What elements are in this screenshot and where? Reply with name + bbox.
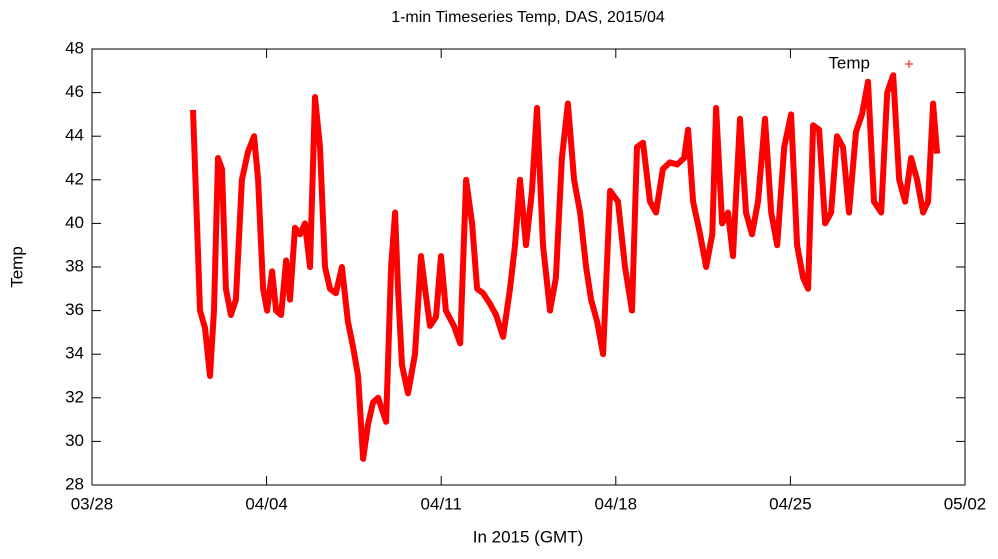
- x-tick-label: 03/28: [71, 494, 114, 513]
- y-tick-label: 28: [65, 474, 84, 493]
- y-tick-label: 48: [65, 38, 84, 57]
- x-axis-label: In 2015 (GMT): [473, 527, 584, 546]
- y-axis-label: Temp: [7, 246, 26, 288]
- y-tick-label: 42: [65, 169, 84, 188]
- y-tick-label: 36: [65, 300, 84, 319]
- x-tick-label: 04/11: [421, 494, 462, 513]
- y-tick-label: 30: [65, 431, 84, 450]
- chart-title: 1-min Timeseries Temp, DAS, 2015/04: [391, 9, 665, 26]
- legend-label: Temp: [828, 53, 870, 72]
- x-tick-label: 04/04: [245, 494, 288, 513]
- y-tick-label: 32: [65, 387, 84, 406]
- x-tick-label: 05/02: [944, 494, 987, 513]
- legend-swatch: [905, 60, 913, 68]
- y-tick-label: 34: [65, 344, 84, 363]
- y-tick-label: 38: [65, 256, 84, 275]
- y-tick-label: 40: [65, 213, 84, 232]
- data-line: [190, 72, 941, 462]
- y-tick-label: 44: [65, 126, 84, 145]
- x-tick-label: 04/18: [595, 494, 638, 513]
- y-tick-label: 46: [65, 82, 84, 101]
- x-tick-label: 04/25: [769, 494, 812, 513]
